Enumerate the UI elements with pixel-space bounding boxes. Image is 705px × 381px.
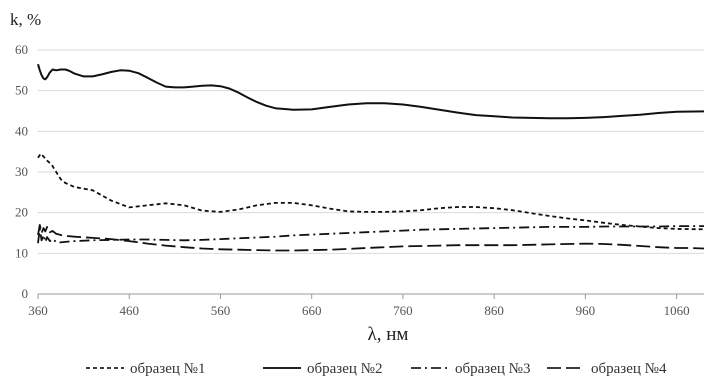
series-lines — [37, 63, 705, 252]
y-tick-label: 0 — [22, 286, 29, 301]
y-tick-label: 30 — [15, 164, 28, 179]
y-tick-label: 40 — [15, 123, 28, 138]
legend-label-2: образец №2 — [307, 361, 382, 377]
series-line-1 — [37, 152, 705, 231]
y-tick-label: 10 — [15, 245, 28, 260]
x-tick-label: 1060 — [664, 303, 690, 318]
y-tick-label: 60 — [15, 42, 28, 57]
y-tick-label: 20 — [15, 205, 28, 220]
series-line-4 — [37, 224, 705, 252]
y-ticks: 0 10 20 30 40 50 60 — [15, 42, 28, 301]
x-axis-label: λ, нм — [368, 324, 409, 345]
x-tick-label: 660 — [302, 303, 322, 318]
series-line-3 — [37, 225, 704, 244]
legend-label-3: образец №3 — [455, 361, 530, 377]
x-ticks: 360 460 560 660 760 860 960 1060 — [28, 294, 690, 318]
x-tick-label: 360 — [28, 303, 48, 318]
x-tick-label: 760 — [393, 303, 413, 318]
x-tick-label: 560 — [211, 303, 231, 318]
series-line-2 — [37, 63, 705, 120]
legend-label-4: образец №4 — [591, 361, 667, 377]
x-tick-label: 960 — [576, 303, 596, 318]
legend-label-1: образец №1 — [130, 361, 205, 377]
y-axis-label: k, % — [10, 10, 41, 29]
x-tick-label: 860 — [484, 303, 504, 318]
y-tick-label: 50 — [15, 83, 28, 98]
x-tick-label: 460 — [119, 303, 139, 318]
grid — [38, 49, 704, 295]
legend: образец №1 образец №2 образец №3 образец №4 — [86, 361, 667, 377]
